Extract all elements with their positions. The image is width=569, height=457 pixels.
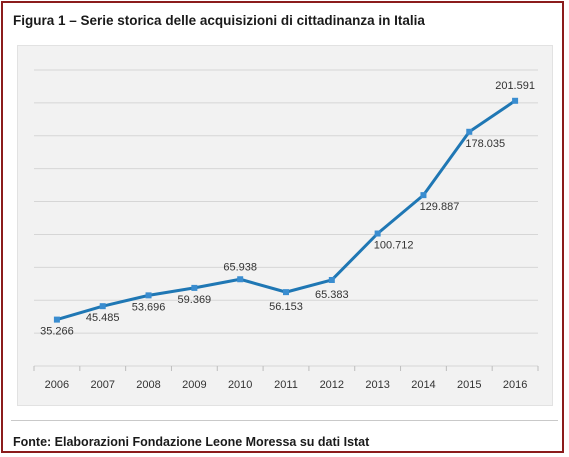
data-point xyxy=(374,230,381,237)
data-label: 56.153 xyxy=(269,301,303,313)
data-point xyxy=(237,276,244,283)
x-tick-label: 2011 xyxy=(274,379,298,391)
data-point xyxy=(328,276,335,283)
x-tick-label: 2006 xyxy=(45,379,69,391)
data-label: 100.712 xyxy=(374,240,414,252)
data-label: 59.369 xyxy=(178,294,212,306)
data-label: 35.266 xyxy=(40,326,74,338)
data-point xyxy=(53,316,60,323)
chart-panel: 2006 2007 2008 2009 2010 2011 2012 2013 2014 2015… xyxy=(17,45,553,406)
footer-divider xyxy=(11,420,558,421)
x-tick-label: 2013 xyxy=(365,379,389,391)
figure-title: Figura 1 – Serie storica delle acquisizi… xyxy=(13,13,425,28)
data-point xyxy=(466,128,473,135)
figure-source: Fonte: Elaborazioni Fondazione Leone Mor… xyxy=(13,435,370,449)
data-label: 53.696 xyxy=(132,301,166,313)
line-chart: 2006 2007 2008 2009 2010 2011 2012 2013 2014 2015… xyxy=(33,69,539,391)
data-point xyxy=(99,303,106,310)
x-tick-label: 2007 xyxy=(90,379,114,391)
figure-frame: Figura 1 – Serie storica delle acquisizi… xyxy=(1,1,564,453)
data-point xyxy=(191,284,198,291)
data-label: 201.591 xyxy=(495,80,535,92)
x-tick-label: 2009 xyxy=(182,379,206,391)
data-label: 178.035 xyxy=(465,138,505,150)
data-label: 45.485 xyxy=(86,312,120,324)
data-label: 65.938 xyxy=(223,261,257,273)
data-label: 65.383 xyxy=(315,289,349,301)
data-point xyxy=(420,192,427,199)
x-tick-label: 2012 xyxy=(320,379,344,391)
data-point xyxy=(283,289,289,296)
data-label: 129.887 xyxy=(420,201,460,213)
x-tick-label: 2016 xyxy=(503,379,527,391)
data-point xyxy=(145,292,152,299)
data-point xyxy=(512,97,519,104)
x-tick-label: 2010 xyxy=(228,379,252,391)
x-tick-label: 2014 xyxy=(411,379,435,391)
x-tick-label: 2008 xyxy=(136,379,160,391)
x-tick-label: 2015 xyxy=(457,379,481,391)
